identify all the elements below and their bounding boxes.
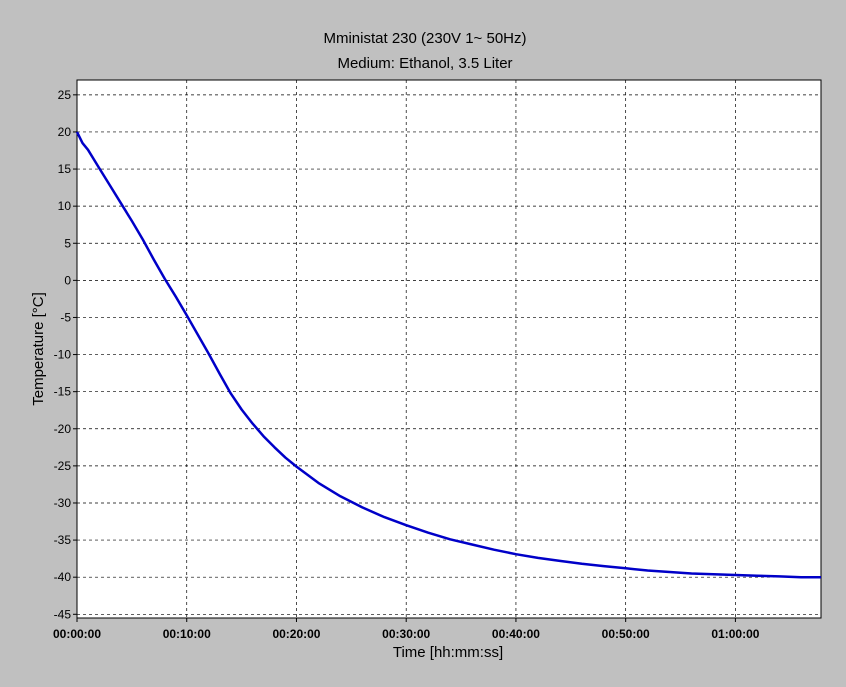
y-tick-label: -15 [54,385,72,399]
y-tick-label: -5 [60,310,71,324]
plot-area [76,79,822,619]
x-tick-label: 00:50:00 [602,627,650,641]
y-tick-label: 0 [64,273,71,287]
series-group [75,131,821,579]
y-tick-label: 5 [64,236,71,250]
x-axis-label: Time [hh:mm:ss] [393,644,503,661]
grid-lines [77,80,821,618]
x-tick-label: 00:00:00 [53,627,101,641]
x-tick-label: 00:30:00 [382,627,430,641]
y-tick-label: 25 [58,88,72,102]
y-tick-label: 20 [58,125,72,139]
x-tick-label: 00:10:00 [163,627,211,641]
x-axis: 00:00:00 00:10:00 00:20:00 00:30:00 00:40:00… [53,618,760,641]
y-axis: 25 20 15 10 5 0 -5 -10 -15 -20 -25 -30 -35 -40 -45 [54,88,77,621]
x-tick-label: 01:00:00 [711,627,759,641]
y-tick-label: 15 [58,162,72,176]
y-tick-label: 10 [58,199,72,213]
y-tick-label: -30 [54,496,72,510]
x-tick-label: 00:40:00 [492,627,540,641]
chart-title: Mministat 230 (230V 1~ 50Hz) [323,30,526,47]
y-tick-label: -40 [54,570,72,584]
x-tick-label: 00:20:00 [272,627,320,641]
y-tick-label: -35 [54,533,72,547]
y-tick-label: -20 [54,422,72,436]
y-tick-label: -25 [54,459,72,473]
temperature-series-line [75,131,821,579]
y-tick-label: -10 [54,348,72,362]
y-tick-label: -45 [54,607,72,621]
y-axis-label: Temperature [°C] [30,292,47,406]
chart-subtitle: Medium: Ethanol, 3.5 Liter [337,55,512,72]
